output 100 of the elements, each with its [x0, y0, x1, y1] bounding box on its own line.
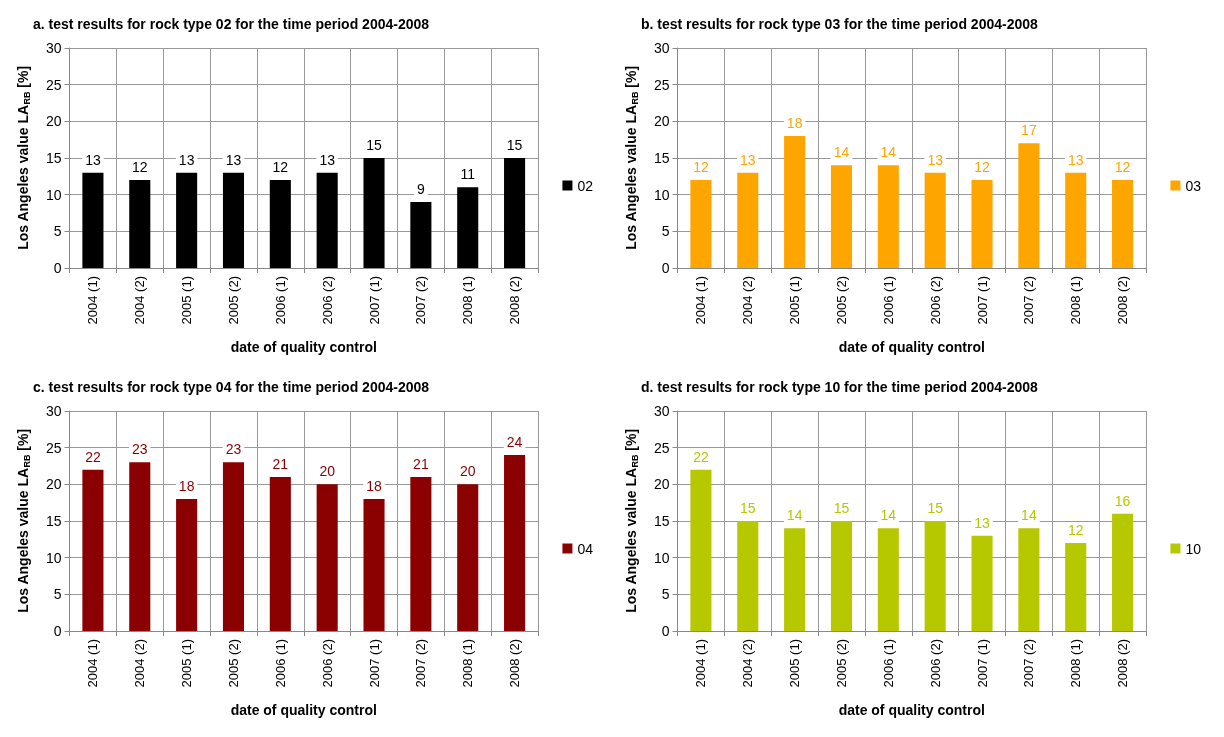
- bar: [176, 172, 198, 268]
- x-tick-label: 2007 (1): [366, 639, 382, 688]
- y-tick-label: 10: [653, 549, 670, 566]
- y-tick-label: 5: [661, 223, 670, 240]
- x-tick-label: 2008 (1): [460, 639, 476, 688]
- data-label: 15: [506, 137, 523, 153]
- x-tick-label: 2007 (2): [1021, 639, 1037, 688]
- legend-label: 02: [577, 177, 594, 194]
- y-tick-label: 0: [53, 260, 62, 276]
- bar: [924, 521, 946, 631]
- y-axis-title: Los Angeles value LARB [%]: [623, 428, 640, 613]
- x-tick-label: 2004 (1): [85, 639, 101, 688]
- x-tick-label: 2006 (2): [319, 639, 335, 688]
- data-label: 12: [131, 159, 148, 175]
- bar: [129, 180, 151, 268]
- y-tick-label: 25: [653, 439, 670, 456]
- y-tick-label: 10: [45, 186, 62, 203]
- bar: [222, 172, 245, 268]
- bar: [971, 180, 993, 268]
- y-axis-title: Los Angeles value LARB [%]: [15, 65, 32, 250]
- x-tick-label: 2005 (1): [179, 276, 195, 325]
- data-label: 23: [131, 441, 148, 458]
- data-label: 12: [272, 159, 289, 175]
- bar: [1112, 180, 1134, 268]
- data-label: 13: [927, 151, 944, 168]
- y-tick-label: 5: [53, 586, 62, 603]
- x-tick-label: 2004 (1): [693, 276, 709, 325]
- y-tick-label: 25: [653, 76, 670, 93]
- x-tick-label: 2004 (2): [740, 639, 756, 688]
- y-tick-label: 0: [661, 260, 670, 276]
- x-tick-label: 2006 (1): [272, 639, 288, 688]
- x-axis-title: date of quality control: [230, 702, 377, 718]
- x-tick-label: 2005 (2): [833, 276, 849, 325]
- bar: [176, 499, 198, 631]
- data-label: 21: [413, 456, 429, 472]
- data-label: 13: [319, 151, 336, 168]
- bar: [316, 484, 338, 631]
- data-label: 13: [225, 151, 242, 168]
- x-tick-label: 2008 (2): [507, 276, 523, 325]
- bar: [82, 172, 104, 268]
- data-label: 14: [786, 507, 803, 524]
- data-label: 12: [693, 159, 709, 175]
- x-tick-label: 2006 (2): [319, 276, 335, 325]
- x-tick-label: 2008 (1): [1068, 639, 1084, 688]
- y-tick-label: 25: [45, 439, 62, 456]
- data-label: 11: [460, 166, 476, 183]
- y-tick-label: 10: [653, 186, 670, 203]
- chart-title: b. test results for rock type 03 for the time period 2004-2008: [641, 16, 1039, 32]
- x-tick-label: 2006 (1): [880, 276, 896, 325]
- x-tick-label: 2007 (1): [974, 639, 990, 688]
- x-tick-label: 2005 (1): [179, 639, 195, 688]
- chart-title: d. test results for rock type 10 for the time period 2004-2008: [641, 379, 1039, 395]
- data-label: 15: [833, 500, 850, 516]
- x-tick-label: 2007 (2): [413, 276, 429, 325]
- chart-title: c. test results for rock type 04 for the time period 2004-2008: [33, 379, 430, 395]
- bar: [971, 535, 993, 631]
- x-axis-title: date of quality control: [838, 339, 985, 355]
- x-tick-label: 2004 (2): [740, 276, 756, 325]
- data-label: 21: [272, 456, 289, 472]
- y-tick-label: 15: [45, 150, 62, 166]
- x-tick-label: 2007 (1): [974, 276, 990, 325]
- x-tick-label: 2007 (2): [413, 639, 429, 688]
- data-label: 15: [927, 500, 944, 516]
- data-label: 12: [974, 159, 991, 175]
- bar: [269, 180, 291, 268]
- y-tick-label: 15: [653, 513, 670, 529]
- x-tick-label: 2004 (1): [693, 639, 709, 688]
- data-label: 14: [880, 507, 897, 524]
- x-tick-label: 2006 (1): [272, 276, 288, 325]
- data-label: 12: [1067, 522, 1084, 538]
- data-label: 20: [319, 463, 336, 480]
- bar: [830, 165, 853, 268]
- bar: [690, 180, 712, 268]
- x-tick-label: 2006 (2): [927, 276, 943, 325]
- y-tick-label: 20: [45, 476, 62, 493]
- data-label: 14: [880, 144, 897, 161]
- data-label: 13: [739, 151, 756, 168]
- bar: [737, 521, 759, 631]
- y-tick-label: 10: [45, 549, 62, 566]
- bar: [316, 172, 338, 268]
- bar: [1065, 172, 1087, 268]
- bar: [410, 202, 432, 268]
- data-label: 16: [1114, 492, 1131, 509]
- x-axis-title: date of quality control: [230, 339, 377, 355]
- bar: [784, 136, 806, 268]
- bar: [877, 165, 899, 268]
- bar: [504, 158, 526, 268]
- bar: [877, 528, 899, 631]
- x-tick-label: 2008 (1): [460, 276, 476, 325]
- bar: [1112, 513, 1134, 631]
- bar: [784, 528, 806, 631]
- y-tick-label: 30: [653, 403, 670, 419]
- data-label: 24: [506, 434, 523, 450]
- x-axis-title: date of quality control: [838, 702, 985, 718]
- x-tick-label: 2007 (1): [366, 276, 382, 325]
- x-tick-label: 2008 (1): [1068, 276, 1084, 325]
- data-label: 13: [85, 151, 101, 168]
- x-tick-label: 2005 (1): [787, 276, 803, 325]
- y-tick-label: 30: [45, 40, 62, 56]
- y-tick-label: 0: [53, 623, 62, 639]
